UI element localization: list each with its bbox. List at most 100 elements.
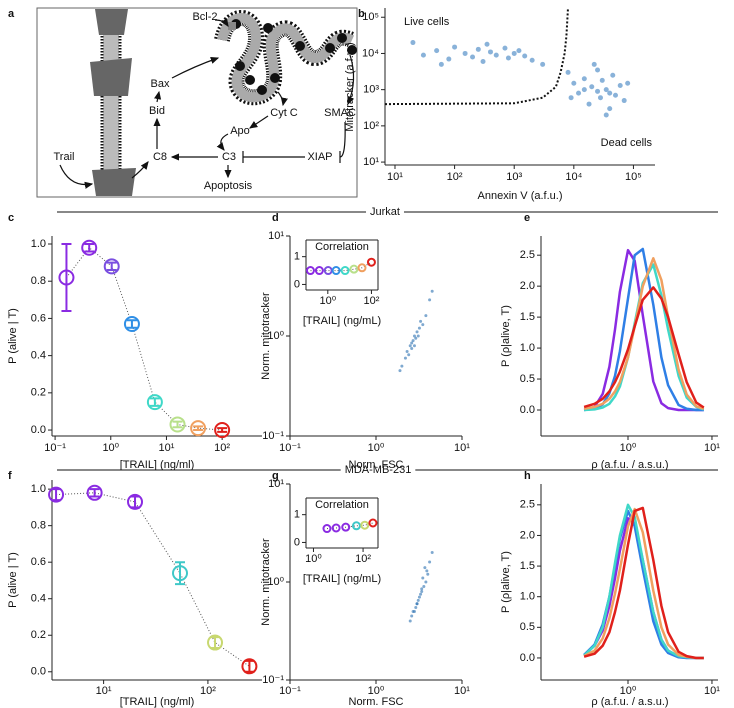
point xyxy=(414,605,418,609)
point xyxy=(625,80,631,86)
point xyxy=(405,349,409,353)
x-tick-label: 10² xyxy=(363,295,379,307)
x-axis-label: Annexin V (a.f.u.) xyxy=(478,190,563,202)
point xyxy=(462,50,468,56)
point xyxy=(412,344,416,348)
y-tick-label: 0.6 xyxy=(31,556,46,568)
marker xyxy=(331,266,341,276)
panel-letter: d xyxy=(272,212,279,224)
point xyxy=(610,72,616,78)
point xyxy=(425,569,429,573)
arrow xyxy=(216,133,229,151)
y-tick-label: 0 xyxy=(294,278,300,290)
point xyxy=(411,339,415,343)
bcl2-protein xyxy=(228,22,236,30)
error-bar xyxy=(126,319,137,329)
point xyxy=(438,61,444,67)
y-tick-label: 2.0 xyxy=(520,280,535,292)
point xyxy=(414,336,418,340)
receptor xyxy=(95,9,128,35)
point xyxy=(419,592,423,596)
x-tick-label: 10¹ xyxy=(454,685,470,697)
y-axis-label: P (ρ|alive, T) xyxy=(500,551,512,613)
point xyxy=(411,610,415,614)
panel-letter: c xyxy=(8,212,14,224)
density-curve xyxy=(583,248,704,412)
y-tick-label: 1.5 xyxy=(520,311,535,323)
point xyxy=(428,298,432,302)
point xyxy=(599,77,605,83)
receptor xyxy=(90,58,132,96)
point xyxy=(529,57,535,63)
point xyxy=(416,334,420,338)
y-tick-label: 1 xyxy=(294,251,300,263)
annotation: Dead cells xyxy=(601,137,653,149)
point xyxy=(423,566,427,570)
point xyxy=(565,69,571,75)
density-curve xyxy=(583,247,704,412)
marker xyxy=(127,493,144,510)
inset-background xyxy=(306,498,378,548)
y-tick-label: 10¹ xyxy=(268,230,284,242)
point xyxy=(446,56,452,62)
x-tick-label: 10² xyxy=(355,553,371,565)
point xyxy=(421,323,425,327)
point xyxy=(607,90,613,96)
label-background xyxy=(366,205,404,219)
node-label: Apoptosis xyxy=(204,180,253,192)
marker xyxy=(190,420,207,437)
arrow xyxy=(277,91,288,107)
point xyxy=(586,101,592,107)
point xyxy=(415,602,419,606)
point xyxy=(480,58,486,64)
point xyxy=(568,95,574,101)
point xyxy=(412,334,416,338)
point xyxy=(417,326,421,330)
point xyxy=(403,356,407,360)
y-tick-label: 0.8 xyxy=(31,520,46,532)
point xyxy=(516,48,522,54)
panel-letter: a xyxy=(8,8,15,20)
node-label: Apo xyxy=(230,125,250,137)
error-bar xyxy=(106,261,117,272)
marker xyxy=(341,522,351,532)
node-label: Trail xyxy=(54,151,75,163)
point xyxy=(420,589,424,593)
x-tick-label: 10¹ xyxy=(158,442,174,454)
node-label: C8 xyxy=(153,151,167,163)
x-axis-label: Norm. FSC xyxy=(349,696,404,708)
marker xyxy=(207,634,224,651)
marker xyxy=(360,520,370,530)
y-tick-label: 10² xyxy=(363,120,379,132)
point xyxy=(434,48,440,54)
y-tick-label: 1 xyxy=(294,509,300,521)
marker xyxy=(368,518,378,528)
x-axis-label: ρ (a.f.u. / a.s.u.) xyxy=(591,459,668,471)
receptor xyxy=(92,168,136,196)
y-tick-label: 0.6 xyxy=(31,312,46,324)
error-bar xyxy=(244,659,255,673)
point xyxy=(415,330,419,334)
error-bar xyxy=(217,427,228,433)
y-axis-label: Norm. mitotracker xyxy=(260,292,272,380)
y-tick-label: 2.5 xyxy=(520,249,535,261)
point xyxy=(420,52,426,58)
y-tick-label: 0.2 xyxy=(31,387,46,399)
x-tick-label: 10¹ xyxy=(454,442,470,454)
x-tick-label: 10⁰ xyxy=(102,442,119,454)
x-tick-label: 10² xyxy=(447,171,463,183)
node-label: C3 xyxy=(222,151,236,163)
marker xyxy=(314,266,324,276)
point xyxy=(430,550,434,554)
trend-line xyxy=(326,522,374,530)
x-tick-label: 10⁴ xyxy=(565,171,582,183)
y-tick-label: 1.5 xyxy=(520,560,535,572)
marker xyxy=(331,523,341,533)
y-tick-label: 0.4 xyxy=(31,593,46,605)
marker xyxy=(123,316,140,332)
y-tick-label: 10¹ xyxy=(363,156,379,168)
arrow xyxy=(249,115,269,129)
arrow xyxy=(59,164,94,189)
panel-letter: b xyxy=(358,8,365,20)
